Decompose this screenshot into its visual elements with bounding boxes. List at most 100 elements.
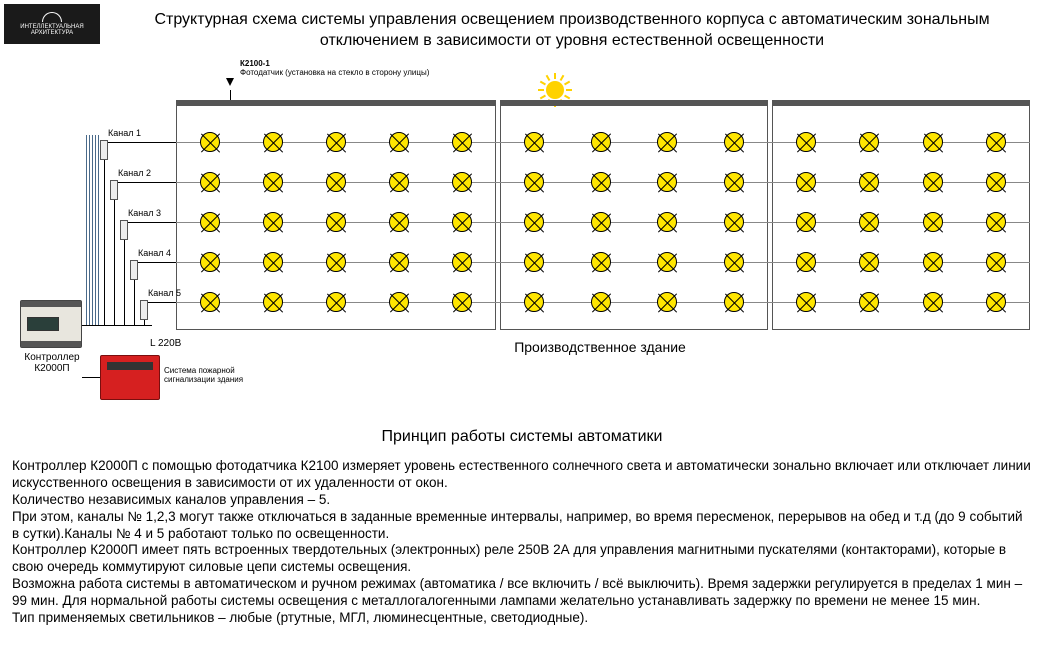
wire: [128, 222, 176, 223]
wire: [138, 262, 176, 263]
channel-label: Канал 2: [118, 168, 151, 178]
relay-icon: [120, 220, 128, 240]
wire: [82, 325, 152, 326]
lamp-icon: [200, 212, 220, 232]
lamp-icon: [859, 292, 879, 312]
lamp-icon: [986, 212, 1006, 232]
channel-label: Канал 1: [108, 128, 141, 138]
wire: [134, 280, 135, 325]
lamp-icon: [591, 252, 611, 272]
wire: [118, 182, 176, 183]
photo-sensor-label: К2100-1Фотодатчик (установка на стекло в…: [240, 60, 429, 78]
lamp-icon: [452, 292, 472, 312]
fire-panel-label: Система пожарнойсигнализации здания: [164, 367, 274, 385]
wire: [86, 135, 87, 325]
page-title: Структурная схема системы управления осв…: [120, 10, 1024, 52]
wire: [148, 302, 176, 303]
lamp-icon: [657, 132, 677, 152]
lamp-icon: [452, 172, 472, 192]
controller-label: КонтроллерК2000П: [16, 352, 88, 374]
logo-line2: АРХИТЕКТУРА: [31, 30, 73, 36]
lamp-icon: [591, 212, 611, 232]
wire: [92, 135, 93, 325]
lamp-icon: [724, 252, 744, 272]
lamp-icon: [389, 132, 409, 152]
lamp-icon: [986, 292, 1006, 312]
lamp-icon: [389, 252, 409, 272]
wire: [108, 142, 176, 143]
lamp-icon: [524, 172, 544, 192]
wire: [114, 200, 115, 325]
lamp-icon: [591, 132, 611, 152]
lamp-icon: [796, 172, 816, 192]
wire: [98, 135, 99, 325]
lamp-icon: [326, 252, 346, 272]
lamp-icon: [524, 292, 544, 312]
lamp-icon: [326, 132, 346, 152]
channel-label: Канал 5: [148, 288, 181, 298]
lamp-icon: [724, 292, 744, 312]
channel-label: Канал 3: [128, 208, 161, 218]
lamp-icon: [524, 212, 544, 232]
fire-panel-icon: [100, 355, 160, 400]
lamp-icon: [591, 172, 611, 192]
wire: [89, 135, 90, 325]
lamp-icon: [923, 172, 943, 192]
lamp-icon: [452, 132, 472, 152]
logo-arc-icon: [42, 12, 62, 22]
wire: [95, 135, 96, 325]
lamp-icon: [200, 132, 220, 152]
lamp-icon: [657, 212, 677, 232]
lamp-icon: [200, 252, 220, 272]
lamp-icon: [796, 212, 816, 232]
wire: [230, 90, 231, 100]
lamp-icon: [524, 252, 544, 272]
lamp-icon: [389, 212, 409, 232]
description-text: Контроллер К2000П с помощью фотодатчика …: [12, 458, 1032, 627]
lamp-icon: [263, 212, 283, 232]
lamp-icon: [452, 252, 472, 272]
lamp-icon: [200, 292, 220, 312]
lamp-icon: [796, 292, 816, 312]
lamp-icon: [524, 132, 544, 152]
lamp-icon: [200, 172, 220, 192]
lamp-icon: [859, 172, 879, 192]
lamp-icon: [724, 132, 744, 152]
lamp-icon: [657, 252, 677, 272]
section-subtitle: Принцип работы системы автоматики: [0, 428, 1044, 446]
lamp-icon: [591, 292, 611, 312]
lamp-icon: [859, 212, 879, 232]
wire: [82, 377, 100, 378]
lamp-icon: [923, 212, 943, 232]
wire: [104, 160, 105, 325]
lamp-icon: [657, 292, 677, 312]
lamp-icon: [326, 292, 346, 312]
lamp-icon: [986, 172, 1006, 192]
lamp-icon: [986, 252, 1006, 272]
lamp-icon: [796, 132, 816, 152]
lamp-icon: [263, 132, 283, 152]
lamp-icon: [986, 132, 1006, 152]
lamp-icon: [724, 172, 744, 192]
lamp-icon: [923, 292, 943, 312]
logo-badge: ИНТЕЛЛЕКТУАЛЬНАЯ АРХИТЕКТУРА: [4, 4, 100, 44]
lamp-icon: [452, 212, 472, 232]
wire: [124, 240, 125, 325]
lamp-icon: [263, 172, 283, 192]
channel-label: Канал 4: [138, 248, 171, 258]
lamp-icon: [859, 132, 879, 152]
building-label: Производственное здание: [450, 340, 750, 355]
lamp-icon: [657, 172, 677, 192]
lamp-icon: [263, 252, 283, 272]
lamp-icon: [263, 292, 283, 312]
lamp-icon: [326, 172, 346, 192]
arrow-down-icon: [226, 78, 234, 86]
lighting-diagram: К2100-1Фотодатчик (установка на стекло в…: [0, 90, 1044, 390]
lamp-icon: [389, 172, 409, 192]
lamp-icon: [859, 252, 879, 272]
relay-icon: [130, 260, 138, 280]
lamp-icon: [326, 212, 346, 232]
lamp-icon: [796, 252, 816, 272]
lamp-icon: [724, 212, 744, 232]
l220-label: L 220В: [150, 338, 181, 349]
